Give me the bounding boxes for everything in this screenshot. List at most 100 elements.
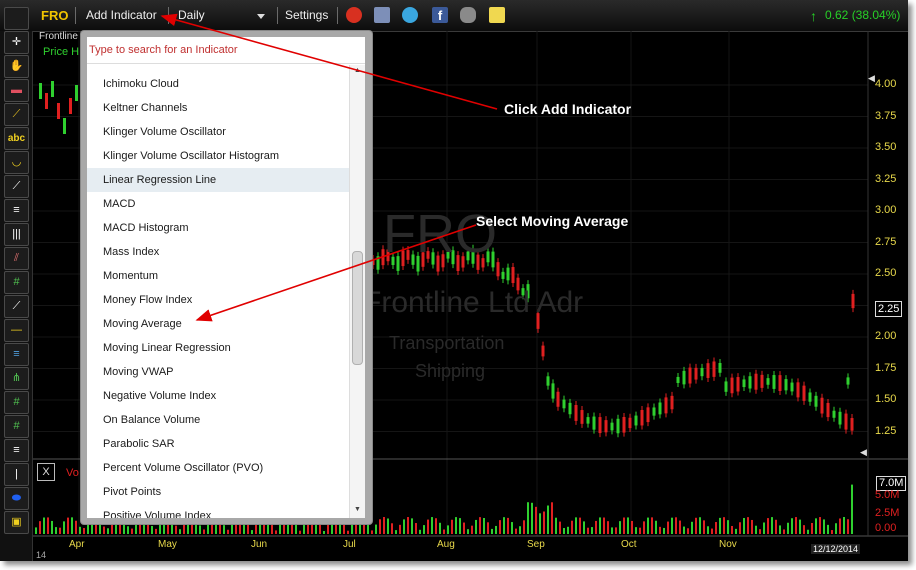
ellipse-tool-icon[interactable]: ⬬ [4,487,29,510]
indicator-item[interactable]: Moving Linear Regression [103,342,231,354]
volume-bar [459,518,461,534]
crosshair-icon[interactable]: ✛ [4,31,29,54]
volume-bar [803,525,805,534]
horizontal-line-icon[interactable]: — [4,319,29,342]
volume-bar [227,529,229,534]
volume-bar [639,527,641,534]
indicator-item[interactable]: MACD [103,198,136,210]
volume-bar [627,517,629,534]
indicator-item[interactable]: Moving Average [103,318,182,330]
period-select[interactable]: Daily [172,0,272,31]
pitchfork-icon[interactable]: ⋔ [4,367,29,390]
volume-bar [83,527,85,534]
price-axis-label: 3.75 [875,109,897,122]
indicator-list-scrollbar[interactable]: ▲ ▼ [349,65,365,518]
eraser-icon[interactable]: ▬ [4,79,29,102]
grid-tool-icon[interactable]: # [4,391,29,414]
indicator-item[interactable]: Ichimoku Cloud [103,78,179,90]
gann-grid-icon[interactable]: # [4,271,29,294]
close-volume-panel-button[interactable]: X [37,463,55,481]
candle [51,81,54,97]
hand-pan-icon[interactable]: ✋ [4,55,29,78]
volume-bar [823,519,825,534]
arc-tool-icon[interactable]: ◡ [4,151,29,174]
volume-bar [159,522,161,534]
indicator-dropdown-panel: Ichimoku Cloud Keltner Channels Klinger Vo… [87,37,365,518]
fan-tool-icon[interactable]: ⟋ [4,175,29,198]
facebook-icon[interactable]: f [432,7,448,23]
scroll-up-icon[interactable]: ▲ [354,67,361,74]
volume-bar [755,525,757,534]
indicator-item[interactable]: Klinger Volume Oscillator Histogram [103,150,280,162]
scroll-down-icon[interactable]: ▼ [354,506,361,513]
volume-bar [431,517,433,534]
volume-bar [427,519,429,534]
scrollbar-thumb[interactable] [352,251,363,365]
indicator-item[interactable]: On Balance Volume [103,414,201,426]
volume-bar [99,520,101,534]
settings-button[interactable]: Settings [285,8,329,22]
indicator-item[interactable]: Klinger Volume Oscillator [103,126,226,138]
speed-lines-icon[interactable]: ⟋ [4,295,29,318]
text-tool-icon[interactable]: abc [4,127,29,150]
indicator-item[interactable]: Moving VWAP [103,366,174,378]
price-axis-label: 1.50 [875,393,897,405]
axis-scroll-down-icon[interactable]: ◀ [860,447,867,457]
volume-bar [759,529,761,534]
volume-bar [199,525,201,534]
volume-bar [771,517,773,534]
symbol-button[interactable]: FRO [41,8,69,23]
volume-bar [87,521,89,534]
volume-bar [47,517,49,534]
indicator-item[interactable]: Pivot Points [103,486,162,498]
indicator-item[interactable]: Momentum [103,270,159,282]
volume-bar [131,528,133,534]
channel-tool-icon[interactable]: ⫽ [4,247,29,270]
indicator-item[interactable]: Keltner Channels [103,102,188,114]
crosshair-tool[interactable] [4,7,29,30]
volume-bar [791,518,793,534]
fib-fan-icon[interactable]: # [4,415,29,438]
add-indicator-button[interactable]: Add Indicator [86,8,157,22]
volume-bar [591,527,593,534]
volume-bar [455,517,457,534]
indicator-item[interactable]: Positive Volume Index [103,510,212,518]
indicator-item[interactable]: Money Flow Index [103,294,193,306]
volume-bar [243,519,245,534]
volume-bar [355,519,357,534]
volume-bar [239,517,241,534]
indicator-item[interactable]: MACD Histogram [103,222,189,234]
volume-bar [607,521,609,534]
volume-bar [143,517,145,534]
notes-icon[interactable] [489,7,505,23]
vertical-lines-icon[interactable]: ||| [4,223,29,246]
indicator-item[interactable]: Linear Regression Line [87,168,349,192]
axis-scroll-up-icon[interactable]: ◀ [868,73,875,83]
volume-bar [203,529,205,534]
rectangle-tool-icon[interactable]: ▣ [4,511,29,534]
volume-bar [67,517,69,534]
binoculars-icon[interactable] [460,7,476,23]
twitter-icon[interactable] [402,7,418,23]
indicator-item[interactable]: Negative Volume Index [103,390,217,402]
indicator-search-input[interactable] [87,37,365,64]
volume-max-tag: 7.0M [876,476,907,491]
fib-levels-icon[interactable]: ≡ [4,343,29,366]
indicator-item[interactable]: Percent Volume Oscillator (PVO) [103,462,264,474]
alarm-clock-icon[interactable] [346,7,362,23]
vertical-line-icon[interactable]: | [4,463,29,486]
volume-bar [91,517,93,534]
fib-retracement-icon[interactable]: ≡ [4,199,29,222]
volume-bar [323,530,325,534]
line-tool-icon[interactable]: ⟋ [4,103,29,126]
price-axis-label: 2.50 [875,267,897,279]
volume-bar [647,517,649,534]
fib-time-icon[interactable]: ≡ [4,439,29,462]
volume-bar [543,511,545,534]
indicator-item[interactable]: Mass Index [103,246,160,258]
volume-bar [311,517,313,534]
volume-bar [39,521,41,534]
copy-icon[interactable] [374,7,390,23]
volume-bar [95,517,97,534]
indicator-item[interactable]: Parabolic SAR [103,438,175,450]
